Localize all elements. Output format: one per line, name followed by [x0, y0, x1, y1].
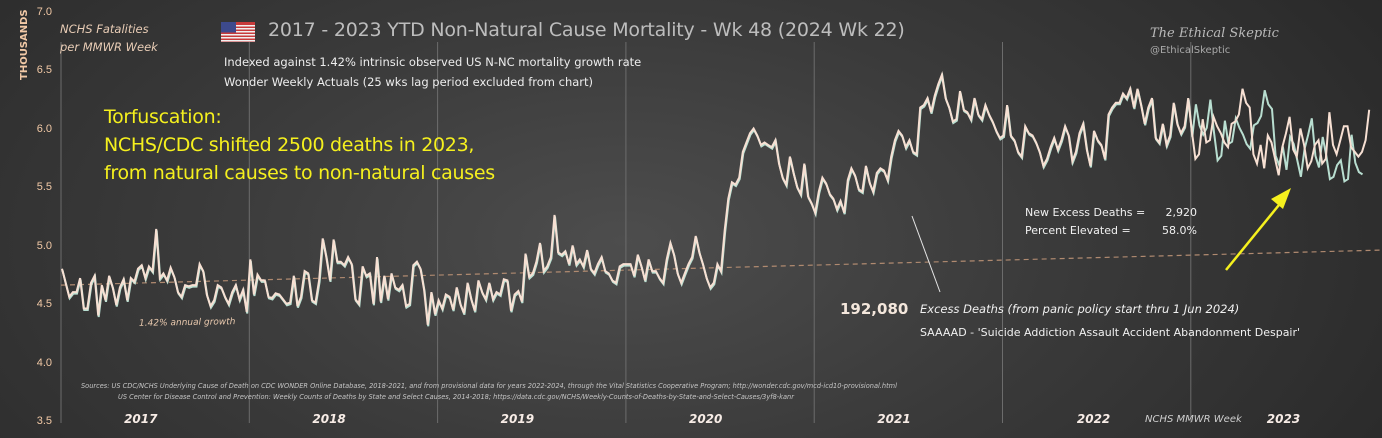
x-tick-label: 2019: [500, 412, 535, 426]
y-tick-label: 6.0: [36, 122, 52, 135]
us-flag-icon: [221, 22, 255, 42]
y-axis-note: NCHS Fatalities per MMWR Week: [60, 20, 158, 56]
saaaad-definition: SAAAAD - 'Suicide Addiction Assault Acci…: [920, 326, 1301, 339]
sources-line-2: US Center for Disease Control and Preven…: [118, 393, 794, 401]
x-tick-label: 2023: [1266, 412, 1301, 426]
percent-elevated-value: 58.0%: [1162, 224, 1197, 237]
excess-stats: New Excess Deaths = 2,920 Percent Elevate…: [1025, 204, 1197, 240]
x-tick-label: 2021: [877, 412, 911, 426]
chart-subtitle: Indexed against 1.42% intrinsic observed…: [224, 52, 641, 92]
sources-note: Sources: US CDC/NCHS Underlying Cause of…: [81, 381, 897, 403]
torfuscation-callout: Torfuscation: NCHS/CDC shifted 2500 deat…: [104, 103, 495, 187]
percent-elevated-label: Percent Elevated =: [1025, 224, 1131, 237]
brand-handle: @EthicalSkeptic: [1150, 45, 1231, 56]
subtitle-line-1: Indexed against 1.42% intrinsic observed…: [224, 55, 642, 69]
y-tick-label: 3.5: [36, 415, 52, 427]
x-tick-label: 2020: [688, 412, 723, 426]
new-excess-value: 2,920: [1165, 206, 1198, 219]
excess-deaths-total: 192,080: [840, 300, 909, 318]
y-tick-label: 6.5: [36, 64, 52, 77]
yellow-arrow-icon: [1225, 188, 1291, 271]
year-gridlines: [60, 42, 1192, 423]
new-excess-label: New Excess Deaths =: [1025, 206, 1146, 219]
trend-growth-label: 1.42% annual growth: [138, 317, 236, 329]
callout-line-2: NCHS/CDC shifted 2500 deaths in 2023,: [104, 134, 475, 156]
y-tick-label: 4.0: [36, 356, 52, 369]
y-note-line-2: per MMWR Week: [60, 40, 158, 54]
chart-title: 2017 - 2023 YTD Non-Natural Cause Mortal…: [268, 19, 905, 41]
callout-line-1: Torfuscation:: [104, 106, 222, 128]
series-line-actual: [61, 70, 1371, 325]
brand-logo: The Ethical Skeptic: [1150, 26, 1279, 41]
y-tick-label: 5.0: [36, 239, 52, 252]
excess-pointer-line: [911, 215, 941, 293]
x-tick-label: 2022: [1076, 412, 1111, 426]
x-tick-label: 2017: [124, 412, 158, 426]
callout-line-3: from natural causes to non-natural cause…: [104, 162, 495, 184]
y-tick-label: 5.5: [36, 181, 52, 194]
x-axis-label: NCHS MMWR Week: [1145, 414, 1242, 425]
excess-deaths-label: Excess Deaths (from panic policy start t…: [920, 302, 1240, 316]
sources-line-1: Sources: US CDC/NCHS Underlying Cause of…: [81, 382, 897, 390]
x-tick-label: 2018: [312, 412, 346, 426]
subtitle-line-2: Wonder Weekly Actuals (25 wks lag period…: [224, 75, 594, 89]
y-tick-label: 4.5: [36, 298, 52, 311]
y-tick-label: 7.0: [36, 6, 52, 18]
y-note-line-1: NCHS Fatalities: [60, 22, 149, 36]
